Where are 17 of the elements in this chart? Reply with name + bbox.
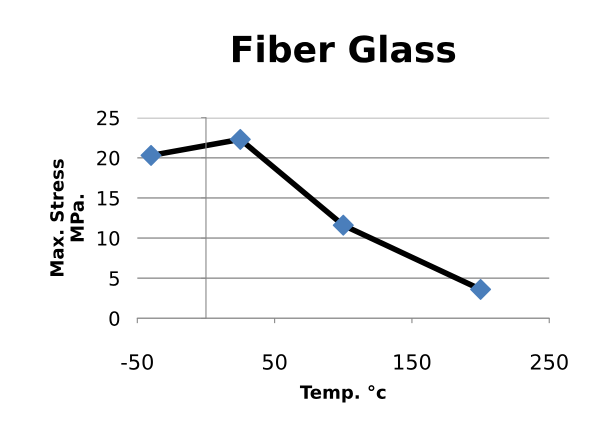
point bbox=[470, 278, 492, 300]
y-tick-label: 20 bbox=[97, 150, 120, 166]
x-axis-title: Temp. °c bbox=[300, 385, 386, 402]
point bbox=[332, 214, 354, 236]
y-axis-title: Max. Stress MPa. bbox=[50, 159, 84, 276]
y-tick-label: 10 bbox=[98, 231, 120, 246]
point bbox=[140, 144, 162, 166]
y-tick-label: 0 bbox=[109, 311, 120, 326]
y-tick-label: 5 bbox=[110, 271, 119, 286]
chart-title: Fiber Glass bbox=[233, 34, 456, 63]
x-tick-label: 150 bbox=[394, 354, 430, 370]
point bbox=[230, 128, 251, 150]
x-tick-label: 50 bbox=[262, 354, 286, 370]
x-tick-label: 250 bbox=[530, 354, 568, 370]
y-tick-label: 15 bbox=[98, 191, 119, 206]
x-tick-label: -50 bbox=[121, 354, 153, 370]
y-tick-label: 25 bbox=[97, 110, 119, 126]
